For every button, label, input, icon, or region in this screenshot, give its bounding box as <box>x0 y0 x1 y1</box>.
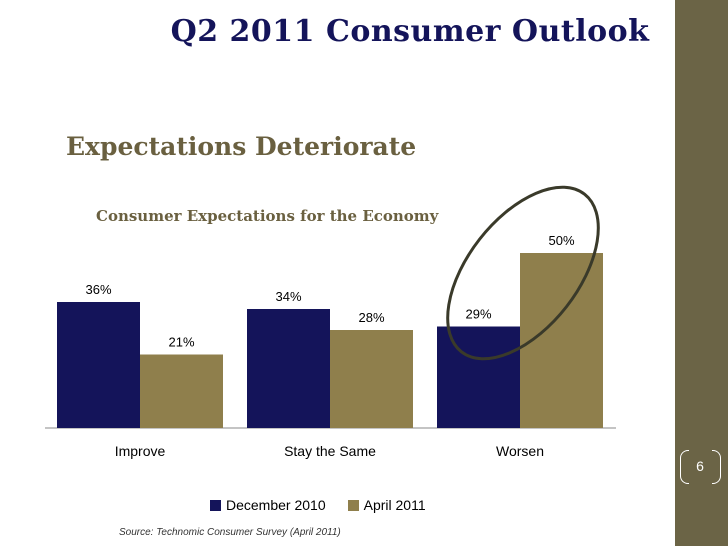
value-labels-group: 36% 21% 34% 28% 29% 50% <box>85 233 574 350</box>
value-label-worsen-series-1: 50% <box>548 233 574 248</box>
bar-stay-the-same-series-1 <box>330 330 413 428</box>
legend: December 2010 April 2011 <box>210 497 426 513</box>
category-label-worsen: Worsen <box>496 443 544 459</box>
page-number: 6 <box>696 458 704 474</box>
bar-improve-series-1 <box>140 354 223 428</box>
legend-item-apr2011: April 2011 <box>347 497 426 513</box>
value-label-stay-the-same-series-1: 28% <box>358 310 384 325</box>
page-number-left-brace <box>680 450 689 484</box>
bar-improve-series-0 <box>57 302 140 428</box>
bar-worsen-series-0 <box>437 326 520 428</box>
bars-group <box>57 253 603 428</box>
value-label-worsen-series-0: 29% <box>465 307 491 322</box>
category-label-stay-the-same: Stay the Same <box>284 443 376 459</box>
highlight-ellipse <box>446 185 600 361</box>
slide-subtitle: Expectations Deteriorate <box>66 132 417 161</box>
chart-title: Consumer Expectations for the Economy <box>96 207 439 225</box>
bar-stay-the-same-series-0 <box>247 309 330 428</box>
legend-swatch-apr2011 <box>347 499 359 511</box>
legend-item-dec2010: December 2010 <box>210 497 326 513</box>
value-label-stay-the-same-series-0: 34% <box>275 289 301 304</box>
legend-label-apr2011: April 2011 <box>363 497 426 513</box>
source-note: Source: Technomic Consumer Survey (April… <box>119 527 341 538</box>
category-labels-group: Improve Stay the Same Worsen <box>115 443 544 459</box>
slide-title: Q2 2011 Consumer Outlook <box>170 14 650 49</box>
value-label-improve-series-1: 21% <box>168 335 194 350</box>
value-label-improve-series-0: 36% <box>85 282 111 297</box>
category-label-improve: Improve <box>115 443 166 459</box>
legend-swatch-dec2010 <box>210 499 221 511</box>
legend-label-dec2010: December 2010 <box>226 497 326 513</box>
